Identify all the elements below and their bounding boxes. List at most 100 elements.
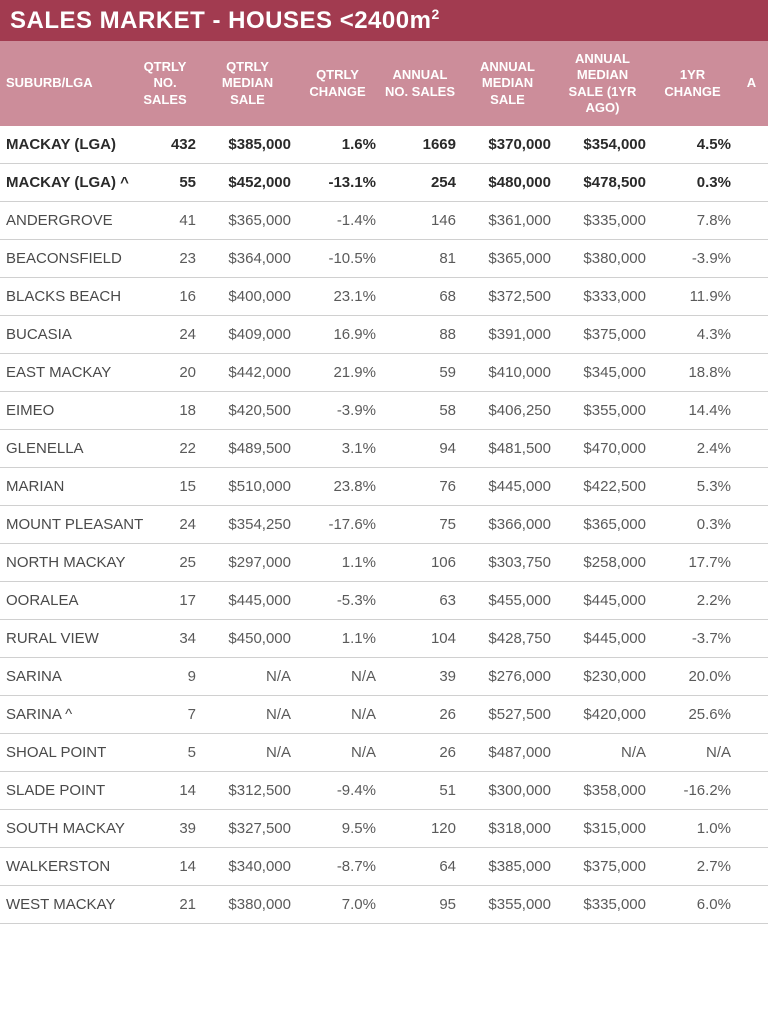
table-cell: $276,000 [460,658,555,696]
table-row: BUCASIA24$409,00016.9%88$391,000$375,000… [0,316,768,354]
table-row: SHOAL POINT5N/AN/A26$487,000N/AN/A [0,734,768,772]
col-header-annual-med: ANNUAL MEDIAN SALE [460,41,555,126]
table-cell: 5 [130,734,200,772]
table-cell: $335,000 [555,202,650,240]
table-cell: $354,250 [200,506,295,544]
table-cell: 14 [130,772,200,810]
table-cell: NORTH MACKAY [0,544,130,582]
table-cell: $481,500 [460,430,555,468]
table-cell: 95 [380,886,460,924]
table-cell: 23 [130,240,200,278]
table-cell: $258,000 [555,544,650,582]
table-cell: $400,000 [200,278,295,316]
table-cell: 24 [130,316,200,354]
table-cell: $409,000 [200,316,295,354]
col-header-qtrly-no: QTRLY NO. SALES [130,41,200,126]
table-cell: $333,000 [555,278,650,316]
table-cell: 16 [130,278,200,316]
table-cell [735,696,768,734]
table-cell: N/A [200,734,295,772]
table-cell: N/A [295,734,380,772]
table-cell [735,506,768,544]
table-cell [735,810,768,848]
table-cell: 7.8% [650,202,735,240]
table-cell: $385,000 [200,126,295,164]
table-cell: -3.9% [295,392,380,430]
table-cell: -5.3% [295,582,380,620]
table-cell: BLACKS BEACH [0,278,130,316]
table-cell: N/A [200,696,295,734]
col-header-qtrly-chg: QTRLY CHANGE [295,41,380,126]
table-cell [735,468,768,506]
table-cell: $327,500 [200,810,295,848]
table-cell: SOUTH MACKAY [0,810,130,848]
table-row: SLADE POINT14$312,500-9.4%51$300,000$358… [0,772,768,810]
table-cell: 1.6% [295,126,380,164]
col-header-cutoff: A [735,41,768,126]
table-cell: RURAL VIEW [0,620,130,658]
table-cell: 146 [380,202,460,240]
table-cell: 18.8% [650,354,735,392]
table-cell [735,848,768,886]
table-cell: $428,750 [460,620,555,658]
table-cell: 4.5% [650,126,735,164]
table-cell: 81 [380,240,460,278]
table-cell: 11.9% [650,278,735,316]
table-row: GLENELLA22$489,5003.1%94$481,500$470,000… [0,430,768,468]
table-cell: 58 [380,392,460,430]
table-cell: -17.6% [295,506,380,544]
table-cell: GLENELLA [0,430,130,468]
table-cell: 59 [380,354,460,392]
table-cell: 0.3% [650,506,735,544]
table-cell: $364,000 [200,240,295,278]
table-cell: 21.9% [295,354,380,392]
table-cell: $372,500 [460,278,555,316]
table-cell: 76 [380,468,460,506]
table-cell: -3.7% [650,620,735,658]
sales-table: SUBURB/LGA QTRLY NO. SALES QTRLY MEDIAN … [0,41,768,924]
table-row: BLACKS BEACH16$400,00023.1%68$372,500$33… [0,278,768,316]
table-row: SARINA9N/AN/A39$276,000$230,00020.0% [0,658,768,696]
table-cell: $318,000 [460,810,555,848]
col-header-annual-med1: ANNUAL MEDIAN SALE (1YR AGO) [555,41,650,126]
table-row: MOUNT PLEASANT24$354,250-17.6%75$366,000… [0,506,768,544]
table-cell: $230,000 [555,658,650,696]
table-cell: 9.5% [295,810,380,848]
table-cell: $480,000 [460,164,555,202]
table-body: MACKAY (LGA)432$385,0001.6%1669$370,000$… [0,126,768,924]
table-cell: $391,000 [460,316,555,354]
table-cell: $375,000 [555,848,650,886]
table-row: OORALEA17$445,000-5.3%63$455,000$445,000… [0,582,768,620]
table-cell: MARIAN [0,468,130,506]
title-sup: 2 [431,6,439,22]
table-cell: -1.4% [295,202,380,240]
table-cell: N/A [295,696,380,734]
table-cell: 3.1% [295,430,380,468]
table-cell: 25.6% [650,696,735,734]
table-cell: $340,000 [200,848,295,886]
table-row: ANDERGROVE41$365,000-1.4%146$361,000$335… [0,202,768,240]
table-cell: WALKERSTON [0,848,130,886]
table-cell: MACKAY (LGA) ^ [0,164,130,202]
table-cell: 17 [130,582,200,620]
col-header-qtrly-med: QTRLY MEDIAN SALE [200,41,295,126]
col-header-annual-no: ANNUAL NO. SALES [380,41,460,126]
table-cell: -8.7% [295,848,380,886]
table-cell: $365,000 [460,240,555,278]
table-cell: $297,000 [200,544,295,582]
table-cell: $445,000 [460,468,555,506]
table-cell: N/A [555,734,650,772]
table-cell: $361,000 [460,202,555,240]
table-cell: -13.1% [295,164,380,202]
report-title: SALES MARKET - HOUSES <2400m2 [0,0,768,41]
table-cell: $510,000 [200,468,295,506]
table-cell: 17.7% [650,544,735,582]
table-cell: 94 [380,430,460,468]
table-cell [735,354,768,392]
table-cell: $315,000 [555,810,650,848]
table-cell: 1.1% [295,620,380,658]
table-cell [735,886,768,924]
title-text: SALES MARKET - HOUSES <2400m [10,7,431,34]
table-cell: 9 [130,658,200,696]
table-cell: 22 [130,430,200,468]
